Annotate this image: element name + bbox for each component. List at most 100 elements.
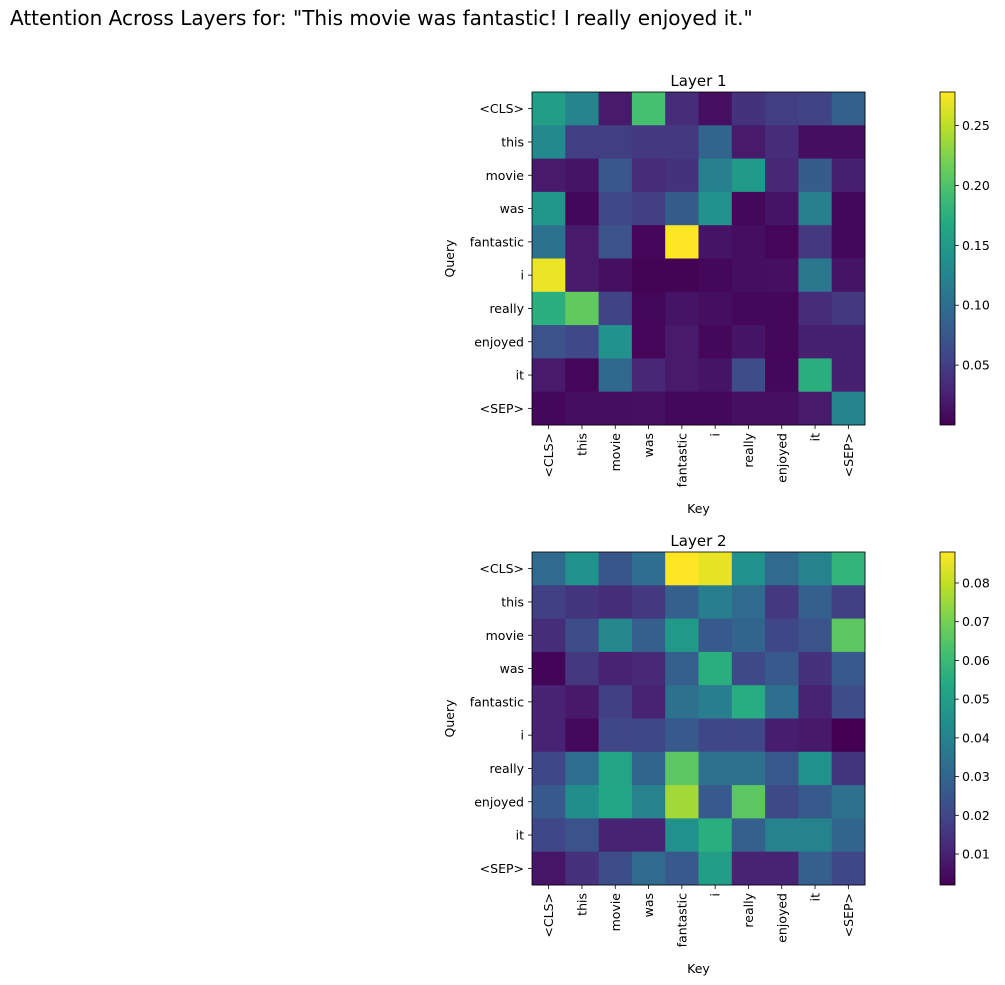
layer1-cell [598, 391, 633, 426]
layer2-cell [765, 851, 799, 886]
layer2-y-tick-label: was [500, 661, 524, 676]
layer1-cell [631, 258, 666, 293]
layer1-cell [831, 391, 866, 426]
layer1-cell [565, 225, 599, 259]
layer1-y-tick-label: it [516, 368, 524, 383]
layer2-cell [765, 552, 799, 586]
layer1-axes-frame [531, 91, 866, 426]
layer1-cell [731, 191, 766, 226]
layer2-x-tick-label: fantastic [674, 893, 689, 947]
layer2-y-tick-label: i [521, 728, 524, 743]
layer2-cell [698, 718, 733, 753]
layer1-cell [798, 225, 833, 259]
layer1-cell [765, 158, 799, 193]
layer2-y-axis-label: Query [442, 699, 457, 738]
layer2-cell [665, 818, 699, 853]
layer1-cell [665, 358, 699, 393]
layer2-cell [598, 618, 633, 653]
layer2-colorbar-tick-label: 0.05 [962, 692, 990, 707]
layer1-x-tick-label: enjoyed [774, 433, 789, 483]
layer1-cell [831, 358, 866, 393]
layer2-cell [831, 651, 866, 686]
layer2-title: Layer 2 [670, 532, 726, 550]
layer1-cell [631, 92, 666, 126]
layer1-cell [565, 125, 599, 159]
layer2-cell [532, 552, 566, 586]
layer1-cell [631, 125, 666, 159]
layer2-cell [598, 552, 633, 586]
layer1-cell [698, 92, 733, 126]
layer2-cell [565, 818, 599, 853]
layer1-cell [598, 158, 633, 193]
layer2-cell [731, 818, 766, 853]
layer1-x-axis-label: Key [687, 501, 710, 516]
layer2-cell [532, 685, 566, 719]
layer1-y-tick-label: <SEP> [480, 401, 524, 416]
layer2-y-tick-label: it [516, 828, 524, 843]
layer2-cell [665, 585, 699, 619]
layer1-cell [665, 258, 699, 293]
layer2-cell [631, 818, 666, 853]
figure-title: Attention Across Layers for: "This movie… [10, 6, 753, 30]
layer2-cell [532, 785, 566, 819]
layer2-colorbar-tick-label: 0.04 [962, 730, 990, 745]
layer2-cell [831, 851, 866, 886]
layer2-cell [565, 851, 599, 886]
layer1-cell [698, 258, 733, 293]
layer1-cell [565, 325, 599, 359]
layer1-cell [798, 125, 833, 159]
layer1-colorbar-tick-label: 0.25 [962, 118, 990, 133]
layer2-cell [565, 685, 599, 719]
layer1-cell [598, 358, 633, 393]
layer1-cell [631, 225, 666, 259]
layer2-cell [532, 751, 566, 786]
layer1-cell [532, 125, 566, 159]
layer1-cell [598, 125, 633, 159]
layer2-cell [698, 685, 733, 719]
layer2-cell [698, 751, 733, 786]
layer1-cell [698, 191, 733, 226]
layer2-cell [665, 651, 699, 686]
layer1-cell [765, 191, 799, 226]
layer1-cell [631, 191, 666, 226]
layer2-y-tick-label: fantastic [470, 694, 524, 709]
layer2-cell [765, 651, 799, 686]
layer2-cell [532, 851, 566, 886]
layer2-cell [798, 651, 833, 686]
layer1-cell [532, 291, 566, 326]
layer2-colorbar-tick-label: 0.08 [962, 575, 990, 590]
layer1-colorbar-tick-label: 0.05 [962, 358, 990, 373]
layer1-cell [532, 158, 566, 193]
layer2-cell [532, 651, 566, 686]
layer1-cell [798, 291, 833, 326]
layer1-cell [765, 325, 799, 359]
layer1-cell [731, 125, 766, 159]
layer2-cell [765, 685, 799, 719]
layer2-cell [565, 552, 599, 586]
layer2-cell [665, 785, 699, 819]
layer2-cell [831, 552, 866, 586]
layer1-cell [565, 291, 599, 326]
layer2-cell [565, 718, 599, 753]
layer1-cell [665, 391, 699, 426]
layer2-cell [665, 851, 699, 886]
layer1-cell [631, 158, 666, 193]
layer2-cell [831, 585, 866, 619]
layer1-y-tick-label: movie [486, 168, 525, 183]
layer1-cell [731, 391, 766, 426]
layer1-cell [798, 191, 833, 226]
layer1-x-tick-label: movie [608, 433, 623, 472]
layer1-cell [831, 191, 866, 226]
layer1-y-tick-label: really [489, 301, 524, 316]
layer2-cell [798, 618, 833, 653]
layer2-cell [631, 718, 666, 753]
layer2-cell [665, 751, 699, 786]
layer2-cell [731, 851, 766, 886]
layer2-cell [598, 651, 633, 686]
layer1-cell [598, 191, 633, 226]
layer2-cell [831, 718, 866, 753]
layer2-cell [831, 785, 866, 819]
layer1-cell [798, 258, 833, 293]
layer2-y-tick-label: <SEP> [480, 861, 524, 876]
